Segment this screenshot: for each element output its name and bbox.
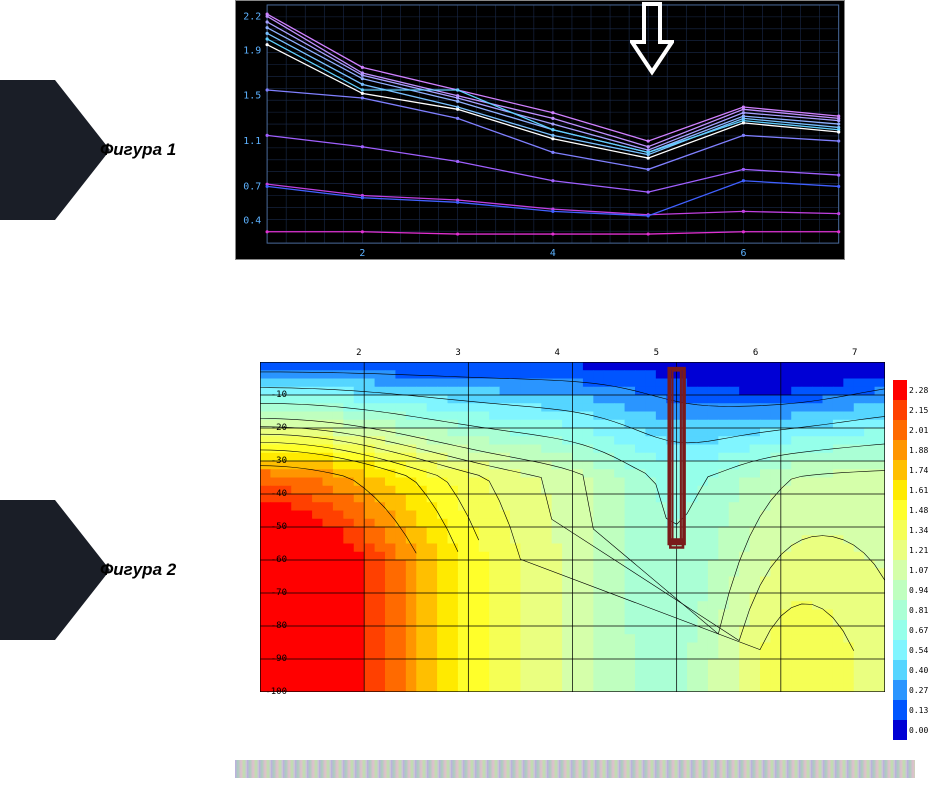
- y-tick: -70: [257, 588, 287, 598]
- svg-text:6: 6: [740, 248, 746, 259]
- legend-row: 0.27: [893, 680, 935, 700]
- y-tick: -100: [257, 687, 287, 697]
- legend-swatch: [893, 380, 907, 400]
- svg-text:1.1: 1.1: [243, 136, 261, 147]
- legend-value: 1.34: [909, 526, 928, 535]
- colorbar-legend: 2.28 2.15 2.01 1.88 1.74 1.61 1.48 1.34 1.21 1.07…: [893, 380, 935, 740]
- legend-value: 0.13: [909, 706, 928, 715]
- y-tick: -90: [257, 654, 287, 664]
- legend-value: 0.81: [909, 606, 928, 615]
- y-tick: -40: [257, 489, 287, 499]
- legend-value: 0.54: [909, 646, 928, 655]
- legend-row: 1.07: [893, 560, 935, 580]
- legend-value: 0.27: [909, 686, 928, 695]
- legend-swatch: [893, 580, 907, 600]
- legend-swatch: [893, 720, 907, 740]
- legend-swatch: [893, 400, 907, 420]
- legend-row: 0.94: [893, 580, 935, 600]
- figure1-label: Фигура 1: [100, 140, 176, 160]
- y-tick: -10: [257, 390, 287, 400]
- legend-value: 2.01: [909, 426, 928, 435]
- legend-row: 0.67: [893, 620, 935, 640]
- x-tick: 6: [753, 348, 758, 358]
- legend-swatch: [893, 480, 907, 500]
- svg-text:0.7: 0.7: [243, 181, 261, 192]
- figure1-marker: [0, 80, 110, 220]
- y-tick: -50: [257, 522, 287, 532]
- legend-swatch: [893, 680, 907, 700]
- x-tick: 2: [356, 348, 361, 358]
- y-tick: -30: [257, 456, 287, 466]
- legend-swatch: [893, 440, 907, 460]
- legend-row: 0.13: [893, 700, 935, 720]
- legend-value: 1.88: [909, 446, 928, 455]
- legend-row: 1.61: [893, 480, 935, 500]
- legend-value: 0.00: [909, 726, 928, 735]
- x-tick: 3: [455, 348, 460, 358]
- legend-swatch: [893, 540, 907, 560]
- legend-row: 1.34: [893, 520, 935, 540]
- legend-row: 0.00: [893, 720, 935, 740]
- x-tick: 5: [654, 348, 659, 358]
- svg-text:2: 2: [359, 248, 365, 259]
- legend-row: 0.81: [893, 600, 935, 620]
- svg-text:2.2: 2.2: [243, 11, 261, 22]
- figure1-chart: 0.4 0.7 1.1 1.5 1.9 2.2 2 4 6: [235, 0, 845, 260]
- legend-value: 0.67: [909, 626, 928, 635]
- legend-swatch: [893, 460, 907, 480]
- legend-row: 2.15: [893, 400, 935, 420]
- legend-row: 1.74: [893, 460, 935, 480]
- legend-swatch: [893, 660, 907, 680]
- svg-text:4: 4: [550, 248, 556, 259]
- legend-value: 1.21: [909, 546, 928, 555]
- legend-value: 2.15: [909, 406, 928, 415]
- legend-value: 1.48: [909, 506, 928, 515]
- y-tick: -20: [257, 423, 287, 433]
- figure2-label: Фигура 2: [100, 560, 176, 580]
- legend-swatch: [893, 420, 907, 440]
- legend-row: 1.48: [893, 500, 935, 520]
- legend-row: 2.28: [893, 380, 935, 400]
- legend-value: 0.40: [909, 666, 928, 675]
- svg-text:1.9: 1.9: [243, 45, 261, 56]
- svg-text:1.5: 1.5: [243, 91, 261, 102]
- legend-value: 2.28: [909, 386, 928, 395]
- legend-swatch: [893, 520, 907, 540]
- legend-row: 0.40: [893, 660, 935, 680]
- legend-value: 1.07: [909, 566, 928, 575]
- legend-swatch: [893, 700, 907, 720]
- legend-swatch: [893, 560, 907, 580]
- y-tick: -60: [257, 555, 287, 565]
- legend-row: 1.21: [893, 540, 935, 560]
- legend-row: 1.88: [893, 440, 935, 460]
- annotation-arrow-down: [630, 2, 674, 76]
- y-tick: -80: [257, 621, 287, 631]
- legend-swatch: [893, 500, 907, 520]
- legend-swatch: [893, 640, 907, 660]
- figure2-marker: [0, 500, 110, 640]
- x-tick: 4: [555, 348, 560, 358]
- legend-swatch: [893, 600, 907, 620]
- legend-value: 1.61: [909, 486, 928, 495]
- legend-row: 0.54: [893, 640, 935, 660]
- legend-value: 1.74: [909, 466, 928, 475]
- legend-row: 2.01: [893, 420, 935, 440]
- x-tick: 7: [852, 348, 857, 358]
- legend-value: 0.94: [909, 586, 928, 595]
- legend-swatch: [893, 620, 907, 640]
- svg-text:0.4: 0.4: [243, 215, 261, 226]
- noise-strip: [235, 760, 915, 778]
- figure2-chart: 2.282.152.011.881.741.611.481.341.211.07…: [260, 362, 885, 692]
